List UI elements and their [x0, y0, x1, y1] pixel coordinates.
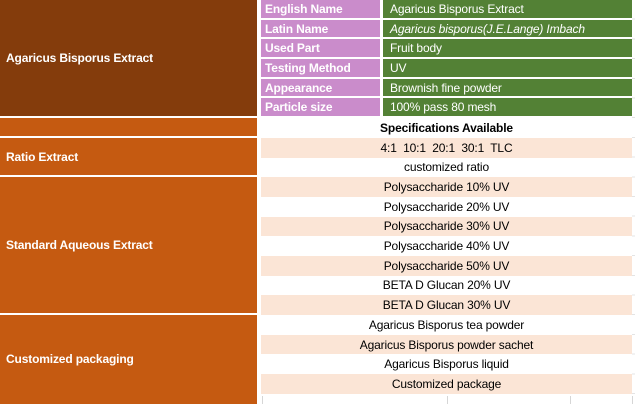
left-spacer-cell — [0, 118, 261, 138]
gridline-tick — [570, 395, 571, 404]
spec-row-liquid: Agaricus Bisporus liquid — [261, 354, 635, 375]
property-value-text: Agaricus bisporus(J.E.Lange) Imbach — [390, 21, 585, 36]
spec-row-polysaccharide-40: Polysaccharide 40% UV — [261, 236, 635, 256]
gridline-tick — [632, 395, 633, 404]
spec-row-polysaccharide-30: Polysaccharide 30% UV — [261, 216, 635, 237]
property-label-testing-method: Testing Method — [261, 59, 383, 79]
property-label-english-name: English Name — [261, 0, 383, 20]
property-value-text: 100% pass 80 mesh — [390, 100, 497, 115]
specifications-header: Specifications Available — [261, 118, 635, 138]
spec-row-customized-package: Customized package — [261, 374, 635, 394]
property-value-used-part: Fruit body — [383, 39, 635, 60]
product-name-cell: Agaricus Bisporus Extract — [0, 0, 261, 119]
spec-row-beta-d-glucan-30: BETA D Glucan 30% UV — [261, 295, 635, 315]
property-value-latin-name: Agaricus bisporus(J.E.Lange) Imbach — [383, 19, 635, 40]
property-label-text: Latin Name — [265, 21, 329, 36]
property-label-latin-name: Latin Name — [261, 19, 383, 40]
spec-row-beta-d-glucan-20: BETA D Glucan 20% UV — [261, 275, 635, 296]
property-value-english-name: Agaricus Bisporus Extract — [383, 0, 635, 20]
group-ratio-extract-label: Ratio Extract — [6, 149, 79, 164]
property-label-text: Particle size — [265, 100, 333, 115]
spec-row-ratios: 4:1 10:1 20:1 30:1 TLC — [261, 137, 635, 158]
property-label-used-part: Used Part — [261, 39, 383, 60]
group-customized-packaging-label: Customized packaging — [6, 352, 134, 367]
spec-row-powder-sachet: Agaricus Bisporus powder sachet — [261, 334, 635, 355]
property-value-particle-size: 100% pass 80 mesh — [383, 98, 635, 119]
property-value-text: Fruit body — [390, 41, 442, 56]
spec-row-polysaccharide-50: Polysaccharide 50% UV — [261, 255, 635, 276]
property-label-particle-size: Particle size — [261, 98, 383, 119]
spec-row-polysaccharide-20: Polysaccharide 20% UV — [261, 196, 635, 217]
property-value-appearance: Brownish fine powder — [383, 78, 635, 99]
property-label-text: Used Part — [265, 41, 320, 56]
product-name-label: Agaricus Bisporus Extract — [6, 51, 153, 66]
group-customized-packaging-cell: Customized packaging — [0, 315, 261, 404]
spec-row-polysaccharide-10: Polysaccharide 10% UV — [261, 177, 635, 197]
bottom-margin — [261, 393, 635, 404]
property-value-text: UV — [390, 60, 407, 75]
spec-row-tea-powder: Agaricus Bisporus tea powder — [261, 315, 635, 335]
gridline-tick — [447, 395, 448, 404]
property-value-text: Brownish fine powder — [390, 80, 502, 95]
property-value-testing-method: UV — [383, 59, 635, 79]
spec-row-customized-ratio: customized ratio — [261, 157, 635, 178]
group-standard-aqueous-extract-cell: Standard Aqueous Extract — [0, 177, 261, 315]
property-label-appearance: Appearance — [261, 78, 383, 99]
group-ratio-extract-cell: Ratio Extract — [0, 137, 261, 178]
property-value-text: Agaricus Bisporus Extract — [390, 1, 524, 16]
property-label-text: Testing Method — [265, 60, 351, 75]
property-label-text: Appearance — [265, 80, 333, 95]
property-label-text: English Name — [265, 1, 343, 16]
group-standard-aqueous-extract-label: Standard Aqueous Extract — [6, 238, 153, 253]
gridline-tick — [262, 395, 263, 404]
